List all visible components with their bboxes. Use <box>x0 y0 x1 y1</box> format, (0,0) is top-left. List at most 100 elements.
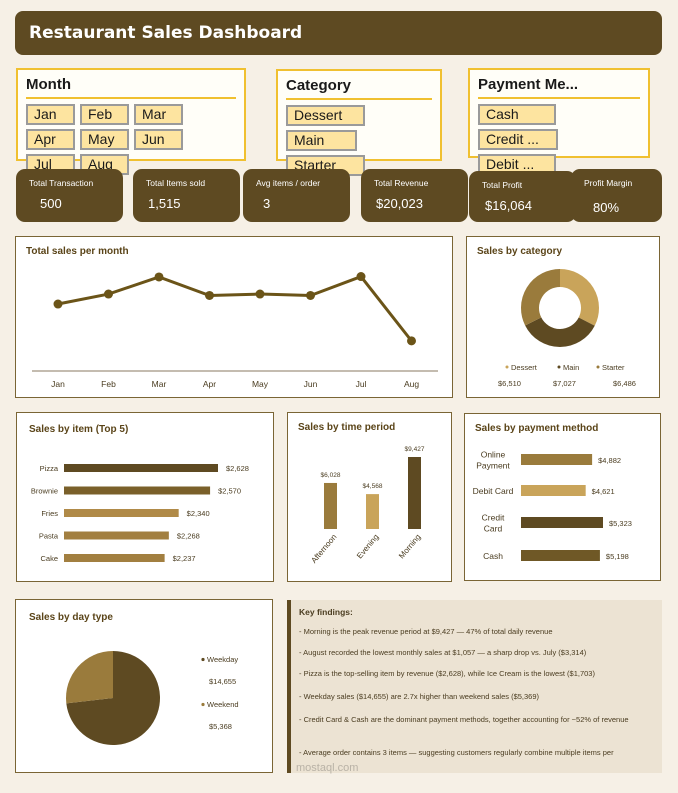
day-type-chart: Weekday $14,655 Weekend $5,368 <box>66 651 239 745</box>
value-label: $6,486 <box>613 379 636 388</box>
kpi-value: $20,023 <box>376 196 423 211</box>
watermark-text: mostaql.com <box>296 762 359 774</box>
item-value-label: $2,570 <box>218 487 241 496</box>
legend-label: Main <box>563 363 579 372</box>
time-period-chart: $6,028 Afternoon $4,568 Evening $9,427 Mornin… <box>309 446 424 565</box>
kpi-label: Total Items sold <box>146 178 206 188</box>
payment-value-label: $4,621 <box>592 487 615 496</box>
slicer-item-month[interactable]: Jan <box>26 104 75 125</box>
slicer-item-category[interactable]: Main <box>286 130 357 151</box>
monthly-sales-chart: Jan Feb Mar Apr May Jun Jul Aug <box>32 272 438 389</box>
kpi-avg-items-per-order: Avg items / order 3 <box>243 169 350 222</box>
monthly-sales-title: Total sales per month <box>26 246 129 257</box>
kpi-value: 1,515 <box>148 196 181 211</box>
payment-method-title: Sales by payment method <box>475 423 599 434</box>
item-bar <box>64 509 179 517</box>
item-value-label: $2,340 <box>187 509 210 518</box>
item-value-label: $2,628 <box>226 464 249 473</box>
item-value-label: $2,268 <box>177 532 200 541</box>
legend-label: Weekend <box>207 700 239 709</box>
item-bar <box>64 554 165 562</box>
kpi-total-items-sold: Total Items sold 1,515 <box>133 169 240 222</box>
x-tick-label: Jun <box>304 379 318 389</box>
x-tick-label: Feb <box>101 379 116 389</box>
item-sales-title: Sales by item (Top 5) <box>29 424 129 435</box>
payment-category-label: Debit Card <box>473 486 514 496</box>
kpi-label: Total Transaction <box>29 178 94 188</box>
time-bar <box>408 457 421 529</box>
monthly-sales-panel: Total sales per month Jan Feb Mar Apr May Jun… <box>15 236 453 398</box>
item-sales-panel: Sales by item (Top 5) Pizza $2,628 Brownie… <box>16 412 274 582</box>
legend-marker <box>201 657 205 662</box>
kpi-label: Profit Margin <box>584 178 633 188</box>
slicer-item-month[interactable]: Jun <box>134 129 183 150</box>
item-bar <box>64 464 218 472</box>
value-label: $7,027 <box>553 379 576 388</box>
item-category-label: Fries <box>41 509 58 518</box>
time-period-panel: Sales by time period $6,028 Afternoon $4,5… <box>287 412 452 582</box>
legend-marker <box>596 365 600 369</box>
x-tick-label: Jul <box>356 379 367 389</box>
slicer-item-month[interactable]: Apr <box>26 129 75 150</box>
kpi-value: 80% <box>593 200 620 215</box>
finding-item: - Average order contains 3 items — sugge… <box>299 748 614 757</box>
kpi-profit-margin: Profit Margin 80% <box>571 169 662 222</box>
kpi-total-profit: Total Profit $16,064 <box>469 171 576 222</box>
key-findings-panel: Key findings: - Morning is the peak reve… <box>287 600 662 773</box>
item-category-label: Pizza <box>40 464 59 473</box>
legend-label: Starter <box>602 363 625 372</box>
legend-marker <box>557 365 561 369</box>
time-bar <box>324 482 337 529</box>
data-point <box>306 290 315 300</box>
key-findings-title: Key findings: <box>299 607 353 617</box>
slicer-item-month[interactable]: May <box>80 129 129 150</box>
data-point <box>205 290 214 300</box>
payment-category-label: Online <box>481 450 506 460</box>
legend-label: Dessert <box>511 363 538 372</box>
slicer-item-payment[interactable]: Credit ... <box>478 129 558 150</box>
time-value-label: $4,568 <box>363 483 383 490</box>
value-label: $6,510 <box>498 379 521 388</box>
payment-bar <box>521 454 593 465</box>
payment-slicer-title: Payment Me... <box>478 76 640 99</box>
item-category-label: Pasta <box>39 532 59 541</box>
payment-value-label: $4,882 <box>598 456 621 465</box>
time-category-label: Evening <box>355 533 380 561</box>
category-slicer-title: Category <box>286 77 432 100</box>
pie-slice <box>66 651 161 745</box>
slicer-item-month[interactable]: Mar <box>134 104 183 125</box>
legend-marker <box>201 702 205 707</box>
data-point <box>407 336 416 346</box>
legend-label: Weekday <box>207 655 238 664</box>
payment-category-label: Payment <box>476 461 510 471</box>
category-sales-panel: Sales by category Dessert $6,510 Main $7,02… <box>466 236 660 398</box>
data-point <box>356 272 366 282</box>
kpi-label: Avg items / order <box>256 178 321 188</box>
slicer-item-month[interactable]: Feb <box>80 104 129 125</box>
value-label: $14,655 <box>209 677 236 686</box>
finding-item: - Pizza is the top-selling item by reven… <box>299 669 595 678</box>
category-slicer: Category Dessert Main Starter <box>276 69 442 176</box>
day-type-title: Sales by day type <box>29 612 113 623</box>
payment-bar <box>521 517 603 528</box>
payment-bar <box>521 485 586 496</box>
category-sales-title: Sales by category <box>477 246 563 257</box>
payment-category-label: Credit <box>482 513 505 523</box>
donut-slice <box>559 269 599 326</box>
slicer-item-category[interactable]: Dessert <box>286 105 365 126</box>
x-tick-label: Aug <box>404 379 419 389</box>
finding-item: - Weekday sales ($14,655) are 2.7x highe… <box>299 692 540 701</box>
item-bar <box>64 531 169 540</box>
kpi-value: $16,064 <box>485 198 532 213</box>
value-label: $5,368 <box>209 722 232 731</box>
x-tick-label: May <box>252 379 269 389</box>
kpi-label: Total Revenue <box>374 178 429 188</box>
data-point <box>154 272 164 282</box>
kpi-total-transaction: Total Transaction 500 <box>16 169 123 222</box>
time-category-label: Morning <box>397 533 422 561</box>
donut-slice <box>525 316 595 347</box>
slicer-item-payment[interactable]: Cash <box>478 104 556 125</box>
month-slicer-title: Month <box>26 76 236 99</box>
